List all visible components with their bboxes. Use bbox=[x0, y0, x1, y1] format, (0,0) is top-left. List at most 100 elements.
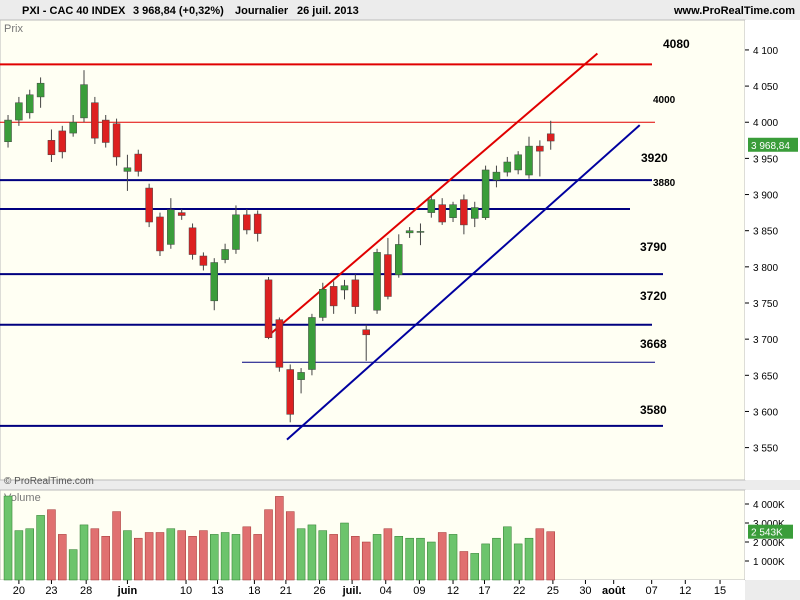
site[interactable]: www.ProRealTime.com bbox=[673, 5, 795, 17]
volume-bar bbox=[470, 553, 479, 581]
volume-bar bbox=[188, 536, 197, 581]
candle-body bbox=[351, 279, 360, 307]
volume-bar bbox=[231, 534, 241, 581]
y-tick-label: 3 800 bbox=[753, 263, 778, 274]
candle-body bbox=[91, 102, 99, 139]
volume-bar bbox=[394, 536, 404, 581]
volume-bar bbox=[144, 532, 154, 581]
candle-body bbox=[210, 262, 219, 302]
period: Journalier bbox=[235, 5, 289, 17]
candle-body bbox=[188, 227, 197, 255]
x-tick-label: 17 bbox=[478, 585, 490, 597]
candle-body bbox=[503, 161, 512, 173]
volume-bar bbox=[535, 528, 545, 581]
candle-body bbox=[221, 249, 229, 260]
candle-body bbox=[243, 214, 251, 231]
candle-body bbox=[395, 244, 403, 276]
volume-bar bbox=[492, 537, 501, 581]
candle-body bbox=[167, 209, 175, 245]
y-tick-label: 3 700 bbox=[753, 335, 778, 346]
candle-body bbox=[405, 230, 414, 234]
y-tick-label: 4 000 bbox=[753, 118, 778, 129]
candle-body bbox=[232, 214, 240, 250]
volume-bar bbox=[58, 534, 67, 581]
volume-bar bbox=[199, 530, 208, 581]
volume-bar bbox=[166, 528, 176, 581]
volume-bar bbox=[513, 543, 523, 581]
y-tick-label: 3 550 bbox=[753, 444, 778, 455]
copyright: © ProRealTime.com bbox=[4, 476, 94, 487]
volume-bar bbox=[503, 526, 512, 581]
x-tick-label: 20 bbox=[13, 585, 25, 597]
volume-bar bbox=[14, 530, 24, 581]
volume-bar bbox=[47, 509, 56, 581]
y-tick-label: 4 100 bbox=[753, 46, 778, 57]
level-label: 3790 bbox=[640, 240, 667, 254]
candle-body bbox=[47, 140, 56, 156]
volume-bar bbox=[264, 509, 273, 581]
volume-bar bbox=[307, 524, 317, 581]
volume-bar bbox=[275, 496, 284, 581]
level-label: 3880 bbox=[653, 178, 676, 189]
y-tick-label: 4 050 bbox=[753, 82, 778, 93]
candle-body bbox=[286, 369, 294, 415]
x-tick-label: 28 bbox=[80, 585, 92, 597]
volume-bar bbox=[427, 541, 436, 581]
x-tick-label: 10 bbox=[180, 585, 192, 597]
candle-body bbox=[4, 119, 12, 143]
x-tick-label: juin bbox=[117, 585, 138, 597]
x-tick-label: juil. bbox=[342, 585, 362, 597]
trend-line bbox=[267, 52, 599, 337]
last-price-box bbox=[748, 137, 798, 152]
candle-body bbox=[340, 285, 349, 291]
candle-body bbox=[25, 94, 34, 114]
y-tick-label: 4 000K bbox=[753, 500, 785, 511]
candle-body bbox=[319, 289, 327, 318]
candle-body bbox=[481, 169, 490, 218]
candle-body bbox=[438, 204, 446, 223]
level-label: 3668 bbox=[640, 337, 667, 351]
candle-body bbox=[514, 154, 522, 171]
x-tick-label: 30 bbox=[579, 585, 591, 597]
x-tick-label: 12 bbox=[679, 585, 691, 597]
candle-body bbox=[15, 102, 23, 121]
volume-bar bbox=[155, 532, 165, 581]
candle-body bbox=[145, 187, 153, 223]
candle-body bbox=[470, 207, 479, 219]
volume-bar bbox=[68, 549, 78, 581]
volume-bar bbox=[36, 515, 45, 581]
x-tick-label: 23 bbox=[45, 585, 57, 597]
date: 26 juil. 2013 bbox=[297, 5, 359, 17]
y-tick-label: 1 000K bbox=[753, 557, 785, 568]
x-tick-label: 09 bbox=[413, 585, 425, 597]
volume-bar bbox=[351, 536, 360, 581]
volume-bar bbox=[25, 528, 34, 581]
candle-body bbox=[362, 329, 370, 336]
candle-body bbox=[69, 121, 77, 134]
candle-body bbox=[416, 231, 425, 233]
x-tick-label: 13 bbox=[211, 585, 223, 597]
candle-body bbox=[199, 255, 208, 266]
last-price-label: 3 968,84 bbox=[751, 141, 790, 152]
candle-body bbox=[123, 167, 132, 172]
trend-line bbox=[286, 124, 641, 441]
volume-bar bbox=[318, 530, 328, 581]
volume-bar bbox=[296, 528, 306, 581]
volume-bar bbox=[285, 511, 295, 581]
last-volume-label: 2 543K bbox=[751, 528, 783, 539]
candle-body bbox=[297, 372, 305, 380]
level-label: 3920 bbox=[641, 151, 668, 165]
candle-body bbox=[58, 130, 67, 153]
candle-body bbox=[253, 213, 262, 234]
y-tick-label: 3 850 bbox=[753, 227, 778, 238]
volume-bar bbox=[90, 528, 100, 581]
x-tick-label: août bbox=[602, 585, 626, 597]
candle-body bbox=[427, 199, 436, 213]
y-tick-label: 3 900 bbox=[753, 191, 778, 202]
x-tick-label: 26 bbox=[313, 585, 325, 597]
candle-body bbox=[36, 82, 45, 98]
y-tick-label: 3 600 bbox=[753, 407, 778, 418]
level-label: 4000 bbox=[653, 95, 676, 106]
volume-bar bbox=[416, 537, 425, 581]
